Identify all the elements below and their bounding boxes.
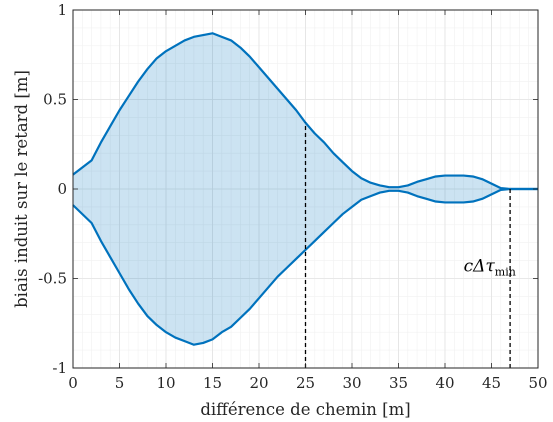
upper-bound-line xyxy=(72,32,538,191)
reference-lines xyxy=(304,122,511,368)
annotation-main-text: cΔτ xyxy=(464,256,496,276)
x-tick-label: 5 xyxy=(115,374,125,392)
x-tick-label: 0 xyxy=(68,374,78,392)
x-tick-label: 25 xyxy=(296,374,315,392)
x-tick-label: 30 xyxy=(342,374,361,392)
x-axis-ticks: 0 5 10 15 20 25 30 35 40 45 50 xyxy=(68,10,548,392)
y-tick-label: -0.5 xyxy=(38,270,67,288)
annotation-c-delta-tau-min: cΔτmin xyxy=(464,256,516,278)
annotation-subscript: min xyxy=(495,265,516,278)
x-tick-label: 40 xyxy=(435,374,454,392)
x-tick-label: 15 xyxy=(203,374,222,392)
x-tick-label: 20 xyxy=(249,374,268,392)
plot-area xyxy=(72,9,539,369)
x-tick-label: 35 xyxy=(389,374,408,392)
x-tick-label: 45 xyxy=(482,374,501,392)
x-tick-label: 50 xyxy=(528,374,547,392)
y-tick-label: 0 xyxy=(57,180,67,198)
y-axis-label: biais induit sur le retard [m] xyxy=(12,70,31,308)
lower-bound-line xyxy=(72,187,538,346)
x-axis-label: différence de chemin [m] xyxy=(200,400,410,419)
x-tick-label: 10 xyxy=(156,374,175,392)
y-axis-ticks: -1 -0.5 0 0.5 1 xyxy=(38,1,538,377)
y-tick-label: -1 xyxy=(52,359,67,377)
y-tick-label: 0.5 xyxy=(43,91,67,109)
y-tick-label: 1 xyxy=(57,1,67,19)
